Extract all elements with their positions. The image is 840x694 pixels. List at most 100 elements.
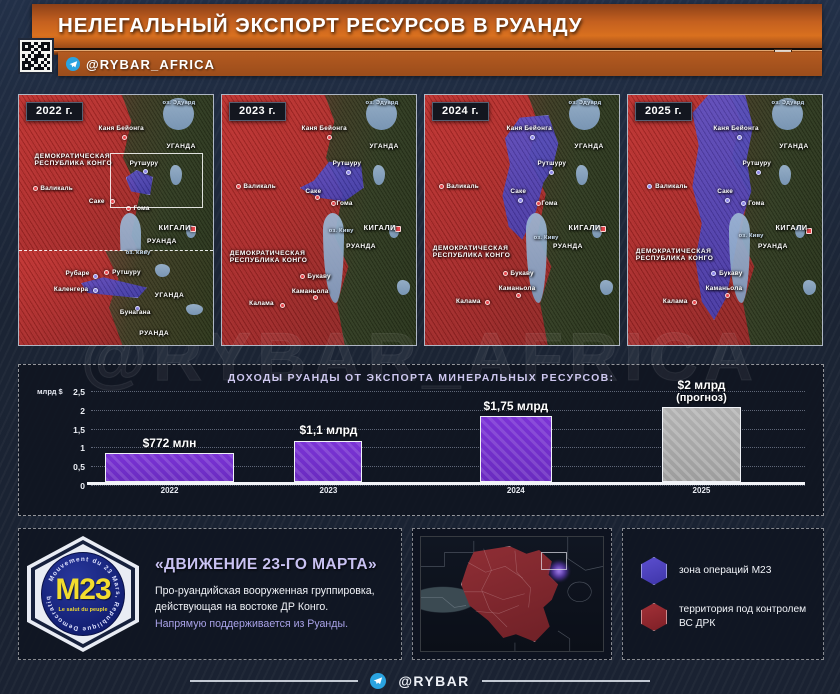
y-tick: 1: [80, 443, 85, 454]
bar-value-label: $2 млрд (прогноз): [676, 377, 727, 404]
lake-small: [599, 280, 614, 295]
legend-item-drc: территория под контролем ВС ДРК: [641, 603, 823, 631]
map-panel-2025[interactable]: 2025 г. оз. Эдуард оз. Киву ДЕМОКРАТИЧЕС…: [627, 94, 823, 346]
map-panel-2022[interactable]: 2022 г. оз. Эдуард оз. Киву ДЕМОКРАТИЧЕС…: [18, 94, 214, 346]
inset-city-marker: [92, 287, 98, 293]
drc-overview-map[interactable]: [412, 528, 612, 660]
chart-y-axis-label: млрд $: [37, 387, 63, 396]
city-marker: [725, 292, 730, 298]
lake-edward: [365, 97, 397, 130]
revenue-bar-chart: ДОХОДЫ РУАНДЫ ОТ ЭКСПОРТА МИНЕРАЛЬНЫХ РЕ…: [18, 364, 824, 516]
footer-divider-left: [190, 680, 359, 682]
m23-ring-text: Mouvement du 23 Mars, Republique Democra…: [38, 547, 125, 636]
map-panel-2023[interactable]: 2023 г. оз. Эдуард оз. Киву ДЕМОКРАТИЧЕС…: [221, 94, 417, 346]
footer-brand-text: @RYBAR: [398, 673, 470, 689]
city-marker: [313, 295, 319, 300]
map-terrain: [222, 95, 416, 345]
bar-value-label: $772 млн: [142, 435, 197, 450]
city-marker: [121, 135, 127, 140]
city-marker: [725, 197, 730, 203]
city-marker: [647, 183, 653, 189]
city-marker: [711, 271, 717, 277]
lake-edward: [162, 97, 194, 130]
capital-marker: [806, 227, 813, 234]
lake-edward: [771, 97, 803, 130]
bar-category-label: 2024: [506, 486, 525, 495]
lake-small: [373, 165, 385, 185]
map-year-label: 2024 г.: [432, 102, 489, 121]
capital-marker: [189, 226, 196, 233]
lake-small: [591, 225, 602, 238]
lake-edward: [568, 97, 600, 130]
lake-small: [170, 165, 182, 185]
city-marker: [549, 170, 555, 175]
bar-2022[interactable]: $772 млн 2022: [105, 436, 234, 495]
chart-title: ДОХОДЫ РУАНДЫ ОТ ЭКСПОРТА МИНЕРАЛЬНЫХ РЕ…: [227, 372, 615, 384]
channel-handle-bar[interactable]: @RYBAR_AFRICA: [58, 52, 822, 76]
eastern-drc-glow: [548, 559, 571, 582]
chart-baseline: [87, 482, 805, 485]
m23-line-3: Напрямую поддерживается из Руанды.: [155, 617, 349, 630]
bar-value-label: $1,75 млрд: [483, 399, 549, 414]
y-tick: 0: [80, 481, 85, 491]
map-legend: зона операций М23 территория под контрол…: [622, 528, 824, 660]
lake-small: [396, 280, 411, 295]
inset-highlight-rect: [110, 152, 204, 208]
city-marker: [516, 292, 522, 298]
lake-kivu: [525, 212, 548, 303]
telegram-icon: [370, 673, 387, 689]
lake-small: [802, 280, 817, 295]
lake-small: [388, 225, 399, 238]
y-tick: 1,5: [73, 424, 85, 435]
bar-category-label: 2023: [319, 486, 338, 495]
lake-kivu: [728, 212, 751, 303]
city-marker: [485, 300, 491, 305]
y-tick: 2: [80, 405, 85, 416]
hexagon-red-icon: [641, 603, 667, 631]
m23-line-1: Про-руандийская вооруженная группировка,: [155, 584, 375, 597]
lake-small: [576, 165, 588, 185]
footer-divider-right: [481, 680, 650, 682]
m23-line-2: действующая на востоке ДР Конго.: [155, 601, 329, 614]
y-tick: 0,5: [73, 462, 85, 473]
m23-info-panel: M23 Le salut du peuple Mouvement du 23 M…: [18, 528, 402, 660]
city-marker: [299, 273, 305, 279]
bar-value-text: $2 млрд: [677, 377, 726, 392]
bar-value-label: $1,1 млрд: [299, 423, 358, 438]
m23-motto: Le salut du peuple: [58, 607, 108, 613]
bar-2023[interactable]: $1,1 млрд 2023: [294, 424, 363, 495]
overview-borders: [421, 537, 603, 651]
m23-ring-text-content: Mouvement du 23 Mars, Republique Democra…: [38, 547, 120, 632]
m23-heading: «ДВИЖЕНИЕ 23-ГО МАРТА»: [155, 555, 378, 573]
capital-marker: [599, 226, 606, 233]
bar-2024[interactable]: $1,75 млрд 2024: [480, 399, 552, 495]
telegram-icon: [66, 57, 80, 71]
bar-category-label: 2022: [160, 486, 179, 495]
city-marker: [143, 168, 149, 174]
map-panel-2024[interactable]: 2024 г. оз. Эдуард оз. Киву ДЕМОКРАТИЧЕС…: [424, 94, 620, 346]
legend-label: зона операций М23: [679, 565, 772, 577]
overview-focus-box: [541, 551, 567, 571]
city-marker: [438, 183, 444, 189]
map-year-label: 2023 г.: [229, 102, 286, 121]
m23-emblem-circle: M23 Le salut du peuple: [41, 552, 125, 636]
city-marker: [756, 170, 762, 175]
city-marker: [535, 201, 541, 207]
qr-code-icon: [18, 38, 54, 74]
legend-item-m23: зона операций М23: [641, 557, 823, 585]
inset-city-marker: [104, 269, 110, 275]
footer: @RYBAR: [0, 668, 840, 694]
footer-brand[interactable]: @RYBAR: [358, 673, 481, 689]
city-marker: [32, 186, 38, 192]
city-marker: [330, 201, 336, 207]
map-inset-panel: Рубаре Рутшуру Каленгера Бунагана УГАНДА…: [19, 250, 213, 345]
city-marker: [326, 135, 332, 140]
header-bar: НЕЛЕГАЛЬНЫЙ ЭКСПОРТ РЕСУРСОВ В РУАНДУ: [32, 4, 822, 50]
bar-2025-forecast[interactable]: $2 млрд (прогноз) 2025: [662, 378, 741, 495]
map-year-label: 2025 г.: [635, 102, 692, 121]
city-marker: [736, 135, 742, 140]
page-title: НЕЛЕГАЛЬНЫЙ ЭКСПОРТ РЕСУРСОВ В РУАНДУ: [58, 14, 583, 37]
map-terrain: [425, 95, 619, 345]
lake-small: [794, 225, 805, 238]
lake-kivu: [322, 212, 345, 303]
